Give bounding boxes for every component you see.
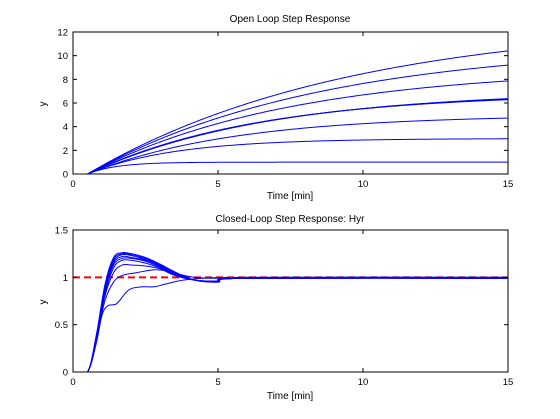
y-tick-label: 1 <box>63 273 68 284</box>
open-loop-title: Open Loop Step Response <box>230 14 351 25</box>
series-line-3 <box>73 117 508 174</box>
open-loop-plot: Open Loop Step Response Time [min] y 0 5 1… <box>38 14 513 202</box>
x-tick-label: 15 <box>503 377 514 388</box>
y-tick-label: 8 <box>63 75 68 86</box>
y-tick-label: 0.5 <box>55 320 68 331</box>
x-tick-label: 0 <box>70 179 75 190</box>
plot-area <box>73 50 508 174</box>
x-tick-label: 5 <box>215 179 220 190</box>
y-tick-label: 2 <box>63 146 68 157</box>
closed-loop-title: Closed-Loop Step Response: Hyr <box>216 214 366 225</box>
x-tick-label: 0 <box>70 377 75 388</box>
series-line-8 <box>73 64 508 174</box>
y-tick-label: 0 <box>63 170 68 181</box>
y-tick-label: 1.5 <box>55 226 68 237</box>
y-tick-label: 4 <box>63 122 68 133</box>
series-line-1 <box>73 161 508 174</box>
x-tick-label: 10 <box>358 179 369 190</box>
closed-loop-ylabel: y <box>38 300 49 305</box>
plot-area <box>73 251 508 372</box>
y-tick-label: 10 <box>57 51 68 62</box>
y-tick-label: 0 <box>63 368 68 379</box>
series-line-6 <box>73 98 508 174</box>
series-line-9 <box>73 251 508 372</box>
x-tick-label: 10 <box>358 377 369 388</box>
open-loop-xlabel: Time [min] <box>267 191 314 202</box>
series-line-9 <box>73 50 508 174</box>
y-tick-label: 6 <box>63 99 68 110</box>
x-tick-label: 5 <box>215 377 220 388</box>
series-line-7 <box>73 80 508 174</box>
y-tick-label: 12 <box>57 28 68 39</box>
axes-box <box>72 229 509 373</box>
series-line-2 <box>73 138 508 174</box>
closed-loop-xlabel: Time [min] <box>267 391 314 402</box>
closed-loop-plot: Closed-Loop Step Response: Hyr Time [min… <box>38 214 513 402</box>
x-tick-label: 15 <box>503 179 514 190</box>
open-loop-ylabel: y <box>38 102 49 107</box>
